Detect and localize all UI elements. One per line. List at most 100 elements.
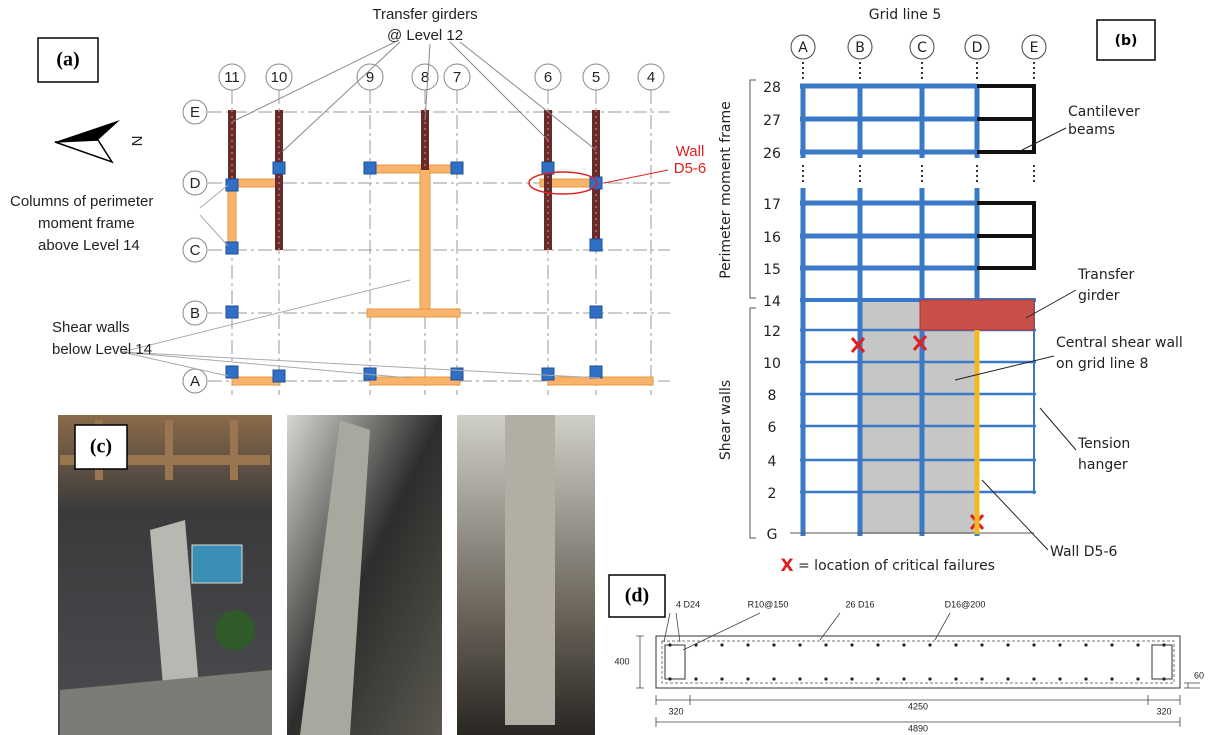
column bbox=[590, 239, 602, 251]
bar bbox=[1058, 643, 1061, 646]
central-wall bbox=[860, 300, 977, 534]
wall-note: Wall bbox=[676, 143, 705, 160]
note: Central shear wall bbox=[1056, 335, 1183, 351]
callout: 4 D24 bbox=[676, 599, 700, 609]
bar bbox=[798, 643, 801, 646]
note: hanger bbox=[1078, 457, 1128, 473]
bracket bbox=[750, 80, 756, 538]
grid-label: 5 bbox=[592, 69, 600, 86]
grid-label: A bbox=[190, 373, 200, 390]
transfer-girder bbox=[920, 300, 1034, 330]
note: Transfer girders bbox=[372, 6, 477, 23]
north-arrow bbox=[55, 140, 112, 162]
dimension: 320 bbox=[668, 706, 683, 716]
bar bbox=[1006, 677, 1009, 680]
bar bbox=[1006, 643, 1009, 646]
shear-wall bbox=[228, 183, 236, 250]
dimension: 400 bbox=[614, 656, 629, 666]
shear-wall bbox=[370, 377, 460, 385]
bar bbox=[824, 643, 827, 646]
grid-label: B bbox=[190, 305, 200, 322]
bar bbox=[902, 643, 905, 646]
bar bbox=[772, 643, 775, 646]
leader bbox=[460, 42, 596, 150]
panel-label: (d) bbox=[625, 585, 649, 607]
grid-label: 10 bbox=[271, 69, 288, 86]
bar bbox=[1032, 643, 1035, 646]
grid-label: 6 bbox=[544, 69, 552, 86]
grid-label: E bbox=[190, 104, 200, 121]
level-label: 2 bbox=[768, 486, 777, 502]
note: Cantilever bbox=[1068, 104, 1140, 120]
bar bbox=[1162, 643, 1165, 646]
transfer-girder bbox=[275, 110, 283, 250]
panel-a: (a) Transfer girders @ Level 12 EDCBA111… bbox=[10, 6, 706, 395]
wall-note: D5-6 bbox=[674, 160, 707, 177]
bar bbox=[1136, 677, 1139, 680]
bar bbox=[824, 677, 827, 680]
bar bbox=[772, 677, 775, 680]
tie bbox=[665, 645, 685, 679]
note: Tension bbox=[1077, 436, 1130, 452]
photo-detail bbox=[192, 545, 242, 583]
column bbox=[364, 162, 376, 174]
bar bbox=[902, 677, 905, 680]
transfer-girder bbox=[544, 110, 552, 250]
bar bbox=[980, 677, 983, 680]
rebar bbox=[662, 641, 1174, 683]
bar bbox=[694, 677, 697, 680]
bars bbox=[668, 643, 1165, 680]
bar bbox=[954, 677, 957, 680]
column bbox=[273, 370, 285, 382]
dimension: 60 bbox=[1194, 670, 1204, 680]
callout: D16@200 bbox=[945, 599, 986, 609]
note: Wall D5-6 bbox=[1050, 544, 1117, 560]
shear-wall bbox=[370, 165, 457, 173]
grid-label: 9 bbox=[366, 69, 374, 86]
photo-detail bbox=[505, 415, 555, 725]
frame-label: Perimeter moment frame bbox=[718, 101, 734, 279]
note: girder bbox=[1078, 288, 1120, 304]
walls-note: Shear walls bbox=[52, 319, 130, 336]
level-label: 6 bbox=[768, 420, 777, 436]
column bbox=[226, 306, 238, 318]
bar bbox=[720, 677, 723, 680]
level-label: 14 bbox=[763, 294, 781, 310]
bar bbox=[1058, 677, 1061, 680]
bar bbox=[798, 677, 801, 680]
legend-text: = location of critical failures bbox=[798, 558, 995, 574]
note: @ Level 12 bbox=[387, 27, 463, 44]
level-label: 28 bbox=[763, 80, 781, 96]
bar bbox=[928, 643, 931, 646]
leader bbox=[450, 42, 548, 140]
walls-label: Shear walls bbox=[718, 380, 734, 460]
column bbox=[451, 162, 463, 174]
grid-label: 4 bbox=[647, 69, 655, 86]
bar bbox=[850, 643, 853, 646]
panel-label: (b) bbox=[1115, 33, 1138, 49]
north-arrow bbox=[55, 120, 120, 142]
bar bbox=[876, 643, 879, 646]
bar bbox=[746, 643, 749, 646]
bar bbox=[1162, 677, 1165, 680]
bar bbox=[928, 677, 931, 680]
dimension: 4250 bbox=[908, 701, 928, 711]
bar bbox=[668, 643, 671, 646]
shear-wall bbox=[420, 169, 430, 313]
level-label: 4 bbox=[768, 454, 777, 470]
dimension: 320 bbox=[1156, 706, 1171, 716]
note: Transfer bbox=[1077, 267, 1135, 283]
level-label: 15 bbox=[763, 262, 781, 278]
shear-wall bbox=[232, 179, 282, 187]
level-label: G bbox=[767, 527, 778, 543]
panel-label: (c) bbox=[90, 436, 112, 458]
level-label: 27 bbox=[763, 113, 781, 129]
bar bbox=[720, 643, 723, 646]
bar bbox=[1032, 677, 1035, 680]
bar bbox=[876, 677, 879, 680]
legend-symbol: X bbox=[780, 556, 793, 576]
bar bbox=[850, 677, 853, 680]
columns-note: moment frame bbox=[38, 215, 135, 232]
